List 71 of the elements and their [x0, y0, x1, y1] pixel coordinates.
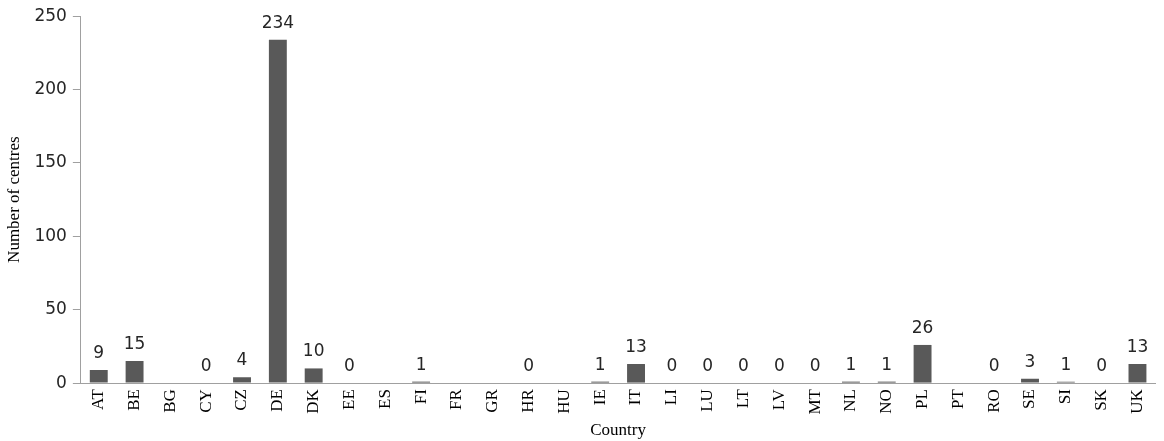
- data-label: 15: [123, 333, 146, 354]
- y-tick-label: 50: [45, 298, 67, 319]
- x-tick-label: UK: [1126, 388, 1146, 414]
- y-tick-label: 0: [56, 371, 67, 392]
- data-label: 10: [302, 340, 325, 361]
- x-tick-label: IE: [589, 389, 609, 406]
- data-label: 0: [702, 355, 714, 376]
- x-tick-label: RO: [983, 389, 1003, 413]
- bar: [1128, 364, 1147, 383]
- bar: [627, 364, 645, 383]
- x-tick-label: IT: [625, 388, 645, 406]
- y-axis-title: Number of centres: [3, 136, 23, 263]
- x-tick-label: DE: [267, 389, 287, 412]
- x-tick-label: HR: [518, 388, 538, 413]
- bar: [1021, 378, 1039, 383]
- bar: [125, 361, 144, 383]
- y-tick-label: 200: [34, 78, 67, 98]
- data-label: 0: [523, 355, 534, 376]
- x-tick-label: NL: [840, 389, 860, 412]
- data-label: 13: [1126, 335, 1149, 356]
- x-tick-label: HU: [553, 389, 573, 414]
- data-label: 26: [911, 316, 934, 337]
- x-tick-label: PT: [947, 388, 967, 409]
- bar: [89, 369, 108, 383]
- x-tick-label: MT: [804, 388, 824, 415]
- data-label: 1: [1060, 353, 1072, 374]
- y-tick-label: 250: [34, 4, 67, 25]
- data-label: 0: [666, 355, 678, 376]
- x-tick-label: FI: [410, 388, 430, 405]
- x-tick-label: FR: [446, 388, 466, 410]
- data-label: 4: [236, 349, 248, 370]
- y-tick-label: 150: [34, 151, 67, 172]
- x-tick-label: LI: [661, 388, 681, 406]
- x-tick-label: NO: [876, 389, 896, 414]
- y-tick-label: 100: [34, 224, 67, 245]
- x-tick-label: SK: [1091, 388, 1111, 411]
- data-label: 9: [93, 341, 105, 362]
- x-tick-label: LV: [768, 388, 788, 411]
- x-tick-label: SI: [1055, 388, 1075, 405]
- data-label: 0: [344, 355, 355, 376]
- data-label: 0: [738, 355, 749, 376]
- x-tick-label: SE: [1019, 389, 1039, 409]
- bar: [268, 39, 287, 383]
- x-tick-label: CY: [195, 389, 215, 413]
- x-tick-label: BE: [124, 389, 144, 411]
- data-label: 0: [1096, 355, 1108, 376]
- bar: [233, 377, 251, 383]
- x-tick-label: LT: [732, 388, 752, 409]
- data-label: 0: [809, 355, 821, 376]
- x-tick-label: GR: [482, 388, 502, 413]
- x-tick-label: BG: [159, 389, 179, 413]
- x-tick-label: DK: [303, 388, 323, 414]
- x-tick-label: EE: [338, 389, 358, 410]
- x-axis-title: Country: [590, 420, 647, 440]
- x-tick-label: CZ: [231, 389, 251, 411]
- data-label: 1: [415, 353, 427, 374]
- data-label: 1: [845, 353, 857, 374]
- data-label: 0: [773, 355, 785, 376]
- bar: [304, 368, 323, 383]
- data-label: 13: [625, 335, 647, 356]
- data-label: 234: [261, 11, 295, 32]
- data-label: 1: [881, 353, 893, 374]
- x-tick-label: PL: [912, 389, 932, 409]
- data-label: 3: [1024, 350, 1036, 371]
- data-label: 0: [988, 355, 1000, 376]
- x-tick-label: ES: [374, 389, 394, 409]
- data-label: 0: [200, 355, 212, 376]
- data-label: 1: [594, 353, 606, 374]
- x-tick-label: LU: [697, 389, 717, 412]
- x-tick-label: AT: [88, 388, 108, 410]
- bar: [913, 344, 932, 383]
